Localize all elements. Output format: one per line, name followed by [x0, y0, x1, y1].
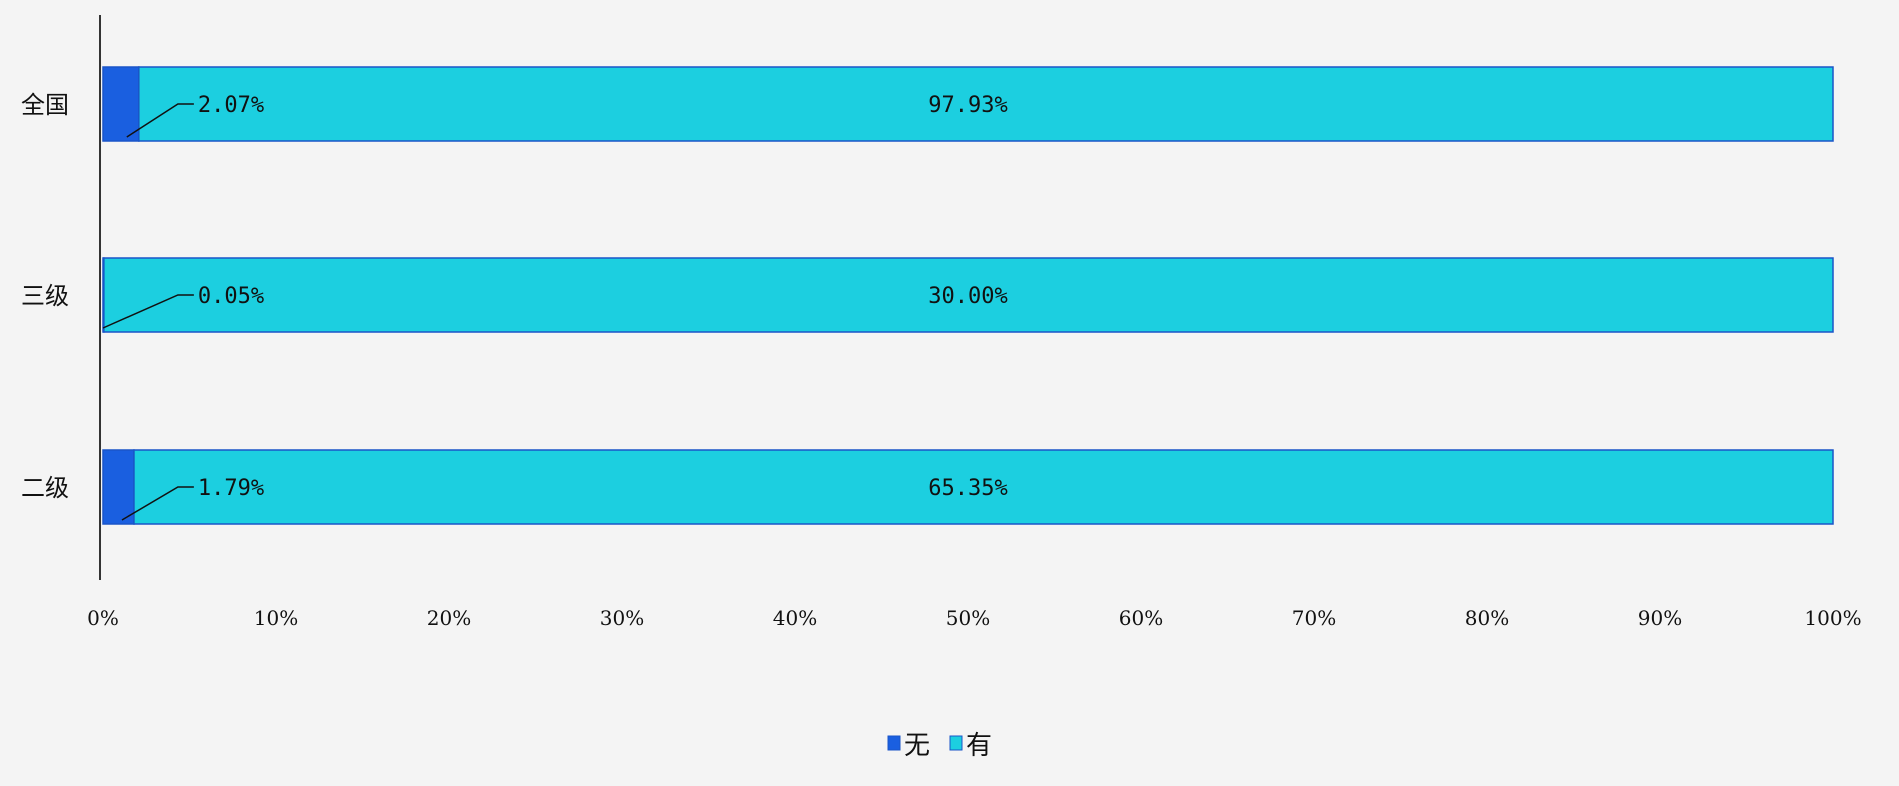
legend: 无有 [887, 731, 992, 761]
x-tick-label: 30% [600, 606, 644, 630]
x-tick-label: 60% [1119, 606, 1163, 630]
bars-group [102, 66, 1834, 525]
x-tick-label: 10% [254, 606, 298, 630]
bar-has-1 [103, 257, 1834, 333]
leader-line [126, 103, 194, 138]
x-tick-label: 100% [1804, 606, 1861, 630]
category-label: 三级 [21, 282, 69, 310]
legend-swatch-none [887, 735, 901, 751]
data-label-none: 1.79% [198, 476, 264, 501]
bar-has-0 [138, 66, 1834, 142]
x-tick-label: 80% [1465, 606, 1509, 630]
bar-none-2 [102, 449, 135, 525]
category-label: 全国 [21, 91, 69, 119]
leader-line [121, 486, 194, 521]
x-tick-label: 20% [427, 606, 471, 630]
data-labels-group: 2.07% 97.93% 0.05% 30.00% 1.79% 65.35% [102, 93, 1008, 521]
leader-line [102, 294, 194, 329]
x-tick-label: 70% [1292, 606, 1336, 630]
x-tick-label: 40% [773, 606, 817, 630]
x-tick-labels: 0% 10% 20% 30% 40% 50% 60% 70% 80% 90% 100% [87, 606, 1861, 630]
data-label-has: 65.35% [928, 476, 1007, 501]
x-tick-label: 90% [1638, 606, 1682, 630]
bar-has-2 [133, 449, 1834, 525]
x-tick-label: 50% [946, 606, 990, 630]
legend-label: 有 [966, 731, 992, 761]
legend-label: 无 [904, 731, 930, 761]
data-label-has: 30.00% [928, 284, 1007, 309]
x-tick-label: 0% [87, 606, 119, 630]
legend-swatch-has [949, 735, 963, 751]
category-label: 二级 [21, 474, 69, 502]
data-label-none: 2.07% [198, 93, 264, 118]
data-label-has: 97.93% [928, 93, 1007, 118]
bar-none-0 [102, 66, 140, 142]
data-label-none: 0.05% [198, 284, 264, 309]
